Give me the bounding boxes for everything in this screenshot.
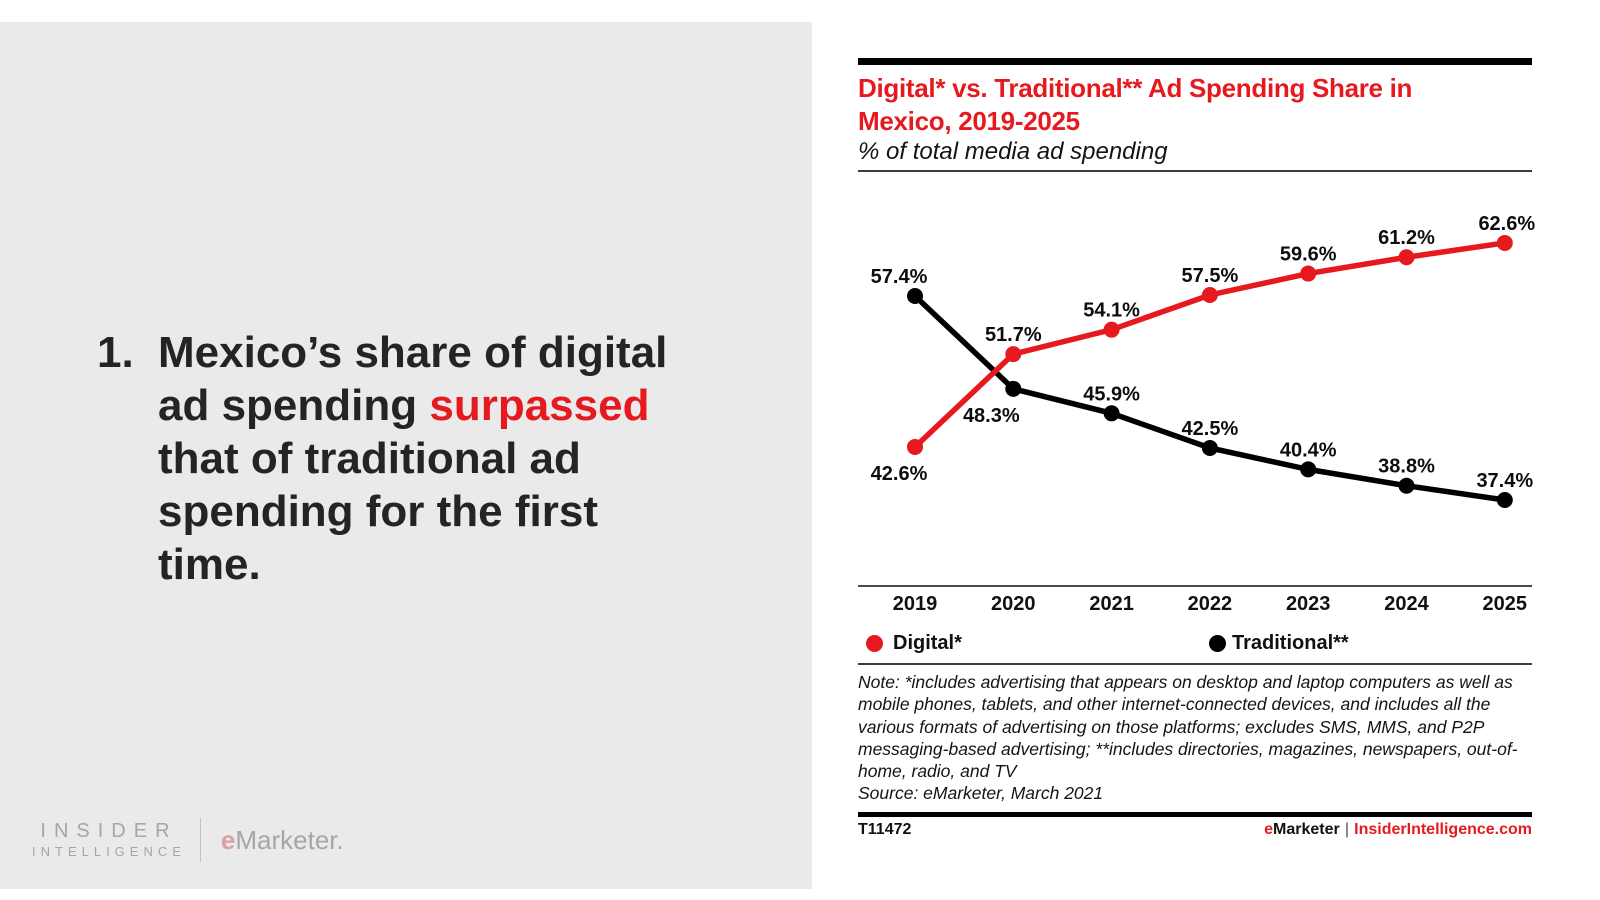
x-axis-tick: 2024 xyxy=(1384,593,1429,615)
key-takeaway: 1. Mexico’s share of digital ad spending … xyxy=(97,326,667,591)
data-point-marker xyxy=(1496,234,1513,251)
digital-dot-icon xyxy=(866,635,883,652)
chart-subtitle: % of total media ad spending xyxy=(858,138,1168,165)
chart-id: T11472 xyxy=(858,821,912,838)
data-point-label: 62.6% xyxy=(1478,213,1535,235)
data-point-label: 42.5% xyxy=(1182,418,1239,440)
takeaway-line: ad spending surpassed xyxy=(158,381,650,430)
chart-note: Note: *includes advertising that appears… xyxy=(858,672,1518,782)
chart-title: Digital* vs. Traditional** Ad Spending S… xyxy=(858,73,1413,136)
data-point-marker xyxy=(1103,321,1120,338)
x-axis-tick: 2023 xyxy=(1286,593,1331,615)
data-point-label: 37.4% xyxy=(1476,470,1533,492)
data-point-marker xyxy=(1300,461,1317,478)
data-point-marker xyxy=(1496,492,1513,508)
footer-site-link[interactable]: InsiderIntelligence.com xyxy=(1354,821,1532,838)
logo-divider xyxy=(199,818,201,862)
takeaway-number: 1. xyxy=(97,328,134,377)
data-point-marker xyxy=(1103,405,1120,422)
x-axis-tick: 2020 xyxy=(991,593,1036,615)
line-chart: 2019 2020 2021 2022 2023 2024 2025 57.4% 48.3% 45… xyxy=(858,213,1535,615)
data-point-label: 42.6% xyxy=(871,463,928,485)
data-point-label: 59.6% xyxy=(1280,244,1337,266)
chart-legend: Digital* Traditional** xyxy=(858,632,1532,656)
data-point-marker xyxy=(1201,286,1218,303)
takeaway-line: Mexico’s share of digital xyxy=(158,328,668,377)
chart-top-bar xyxy=(858,58,1532,65)
note-block: Note: *includes advertising that appears… xyxy=(858,671,1532,805)
data-point-marker xyxy=(1300,265,1317,282)
x-axis-tick: 2025 xyxy=(1483,593,1528,615)
data-point-label: 40.4% xyxy=(1280,439,1337,461)
traditional-dot-icon xyxy=(1209,635,1226,652)
takeaway-line: spending for the first xyxy=(158,487,598,536)
left-panel xyxy=(0,22,812,889)
chart-source: Source: eMarketer, March 2021 xyxy=(858,783,1104,804)
data-point-label: 57.5% xyxy=(1182,265,1239,287)
legend-item-digital: Digital* xyxy=(866,632,962,655)
data-point-marker xyxy=(1398,249,1415,266)
data-point-marker xyxy=(1005,346,1022,363)
legend-item-traditional: Traditional** xyxy=(1209,632,1349,655)
data-point-label: 48.3% xyxy=(963,405,1020,427)
data-point-label: 54.1% xyxy=(1083,300,1140,322)
data-point-marker xyxy=(1398,477,1415,494)
insider-intelligence-logo: INSIDER INTELLIGENCE xyxy=(32,820,186,860)
chart-footer: T11472 eMarketer | InsiderIntelligence.com xyxy=(858,821,1532,839)
data-point-marker xyxy=(907,288,923,304)
data-point-label: 61.2% xyxy=(1378,227,1435,249)
data-point-label: 57.4% xyxy=(871,266,928,288)
brandmark: INSIDER INTELLIGENCE eMarketer. xyxy=(32,818,344,862)
emarketer-logo: eMarketer. xyxy=(220,824,344,855)
data-point-marker xyxy=(1005,380,1022,397)
takeaway-text: Mexico’s share of digital ad spending sur… xyxy=(158,326,667,591)
takeaway-line: that of traditional ad xyxy=(158,434,581,483)
header-rule xyxy=(858,170,1532,172)
takeaway-line: time. xyxy=(158,540,261,589)
note-rule xyxy=(858,663,1532,665)
footer-bar xyxy=(858,812,1532,817)
x-axis-tick: 2019 xyxy=(893,593,938,615)
data-point-marker xyxy=(907,438,923,455)
data-point-marker xyxy=(1201,439,1218,456)
data-point-label: 38.8% xyxy=(1378,456,1435,478)
footer-brand: eMarketer | InsiderIntelligence.com xyxy=(1264,821,1532,838)
x-axis-tick: 2021 xyxy=(1089,593,1134,615)
data-point-label: 51.7% xyxy=(985,324,1042,346)
data-point-label: 45.9% xyxy=(1083,383,1140,405)
x-axis-tick: 2022 xyxy=(1188,593,1233,615)
